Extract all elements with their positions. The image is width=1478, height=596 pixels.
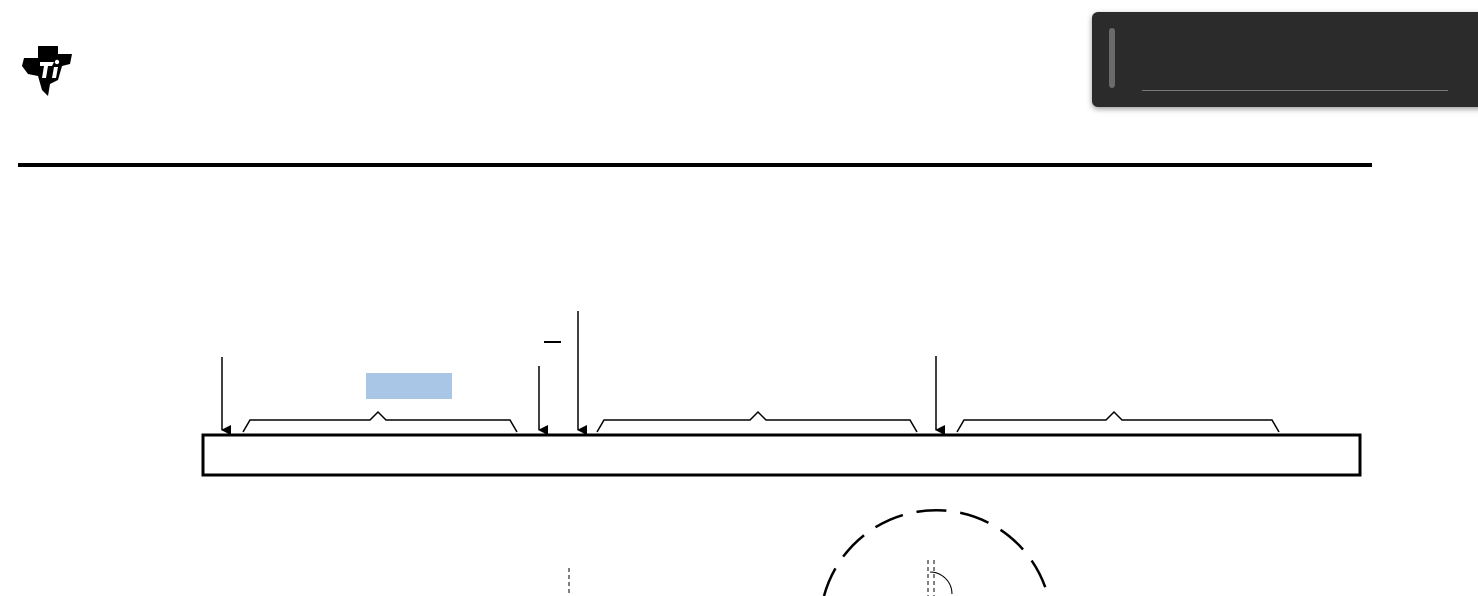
bit-frame — [201, 433, 1362, 477]
ti-logo-icon — [22, 46, 72, 96]
find-input-underline — [1142, 90, 1448, 91]
search-highlight — [366, 373, 452, 399]
detail-inner-arc — [929, 571, 953, 595]
find-popup — [1092, 12, 1478, 107]
find-popup-accent-bar — [1109, 28, 1115, 88]
header-rule — [18, 163, 1372, 167]
data-port-brace-2 — [956, 410, 1280, 433]
detail-circle — [822, 508, 1050, 596]
slave-address-brace — [242, 410, 518, 433]
ti-logo — [18, 40, 278, 110]
data-label-covers — [720, 438, 1154, 472]
data-port-brace-1 — [596, 410, 918, 433]
